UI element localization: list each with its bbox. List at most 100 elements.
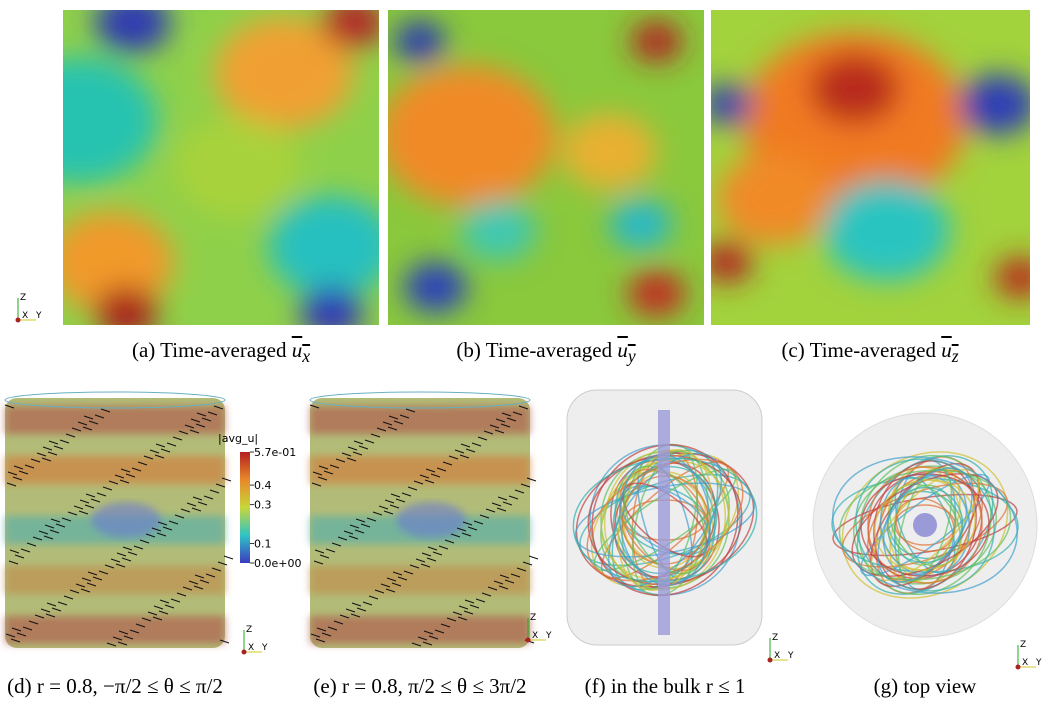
arrow — [469, 604, 480, 609]
streamline — [877, 467, 973, 583]
arrow — [360, 523, 371, 528]
blob — [994, 257, 1030, 298]
arrow — [100, 408, 111, 413]
arrow — [90, 498, 101, 503]
arrow — [44, 524, 55, 529]
arrow — [434, 629, 445, 634]
arrow — [502, 501, 513, 506]
arrow — [351, 602, 362, 607]
arrow — [432, 551, 443, 556]
arrow — [403, 570, 414, 575]
streamline — [586, 458, 744, 582]
blob — [268, 195, 379, 297]
arrow — [79, 499, 90, 504]
band — [5, 616, 225, 644]
arrow — [82, 426, 93, 431]
arrow — [156, 532, 167, 537]
arrow — [376, 427, 387, 432]
streamline — [867, 466, 983, 584]
arrow — [460, 443, 471, 448]
arrow — [61, 517, 72, 522]
arrow — [325, 548, 336, 553]
colorbar-tick-label: 5.7e-01 — [254, 446, 296, 459]
arrow — [190, 418, 201, 423]
caption-part: y — [627, 346, 636, 367]
arrow — [110, 558, 121, 563]
heatmap — [388, 10, 704, 325]
arrow — [75, 583, 86, 588]
arrow — [50, 518, 61, 523]
arrow — [372, 511, 383, 516]
arrow — [157, 521, 168, 526]
arrow — [98, 570, 109, 575]
vortex — [91, 502, 161, 538]
arrow — [333, 620, 344, 625]
streamline — [832, 456, 1018, 594]
arrow — [417, 636, 428, 641]
arrow — [36, 452, 47, 457]
arrow — [317, 476, 328, 481]
arrow — [77, 421, 88, 426]
band — [5, 456, 225, 484]
band — [310, 406, 530, 434]
arrow — [481, 592, 492, 597]
arrow — [170, 598, 181, 603]
arrow — [479, 514, 490, 519]
arrow — [419, 474, 430, 479]
arrow — [55, 523, 66, 528]
axis-label: X — [248, 643, 254, 653]
arrow — [465, 448, 476, 453]
arrow — [401, 492, 412, 497]
arrow — [178, 430, 189, 435]
arrow — [129, 629, 140, 634]
streamline — [895, 497, 955, 553]
arrow — [131, 467, 142, 472]
streamlines — [566, 389, 1038, 646]
arrow — [59, 439, 70, 444]
arrow — [456, 527, 467, 532]
arrow — [331, 542, 342, 547]
arrow — [383, 510, 394, 515]
arrow — [114, 474, 125, 479]
arrow — [176, 592, 187, 597]
arrow — [512, 411, 523, 416]
arrow — [57, 601, 68, 606]
arrow — [102, 486, 113, 491]
arrow — [213, 405, 224, 410]
arrow — [141, 617, 152, 622]
arrow — [386, 577, 397, 582]
arrow — [518, 405, 529, 410]
arrow — [160, 448, 171, 453]
arrow — [120, 468, 131, 473]
arrow — [341, 452, 352, 457]
blob — [959, 74, 1030, 135]
caption-part: (f) — [584, 674, 606, 698]
axis-label: X — [774, 651, 780, 661]
arrow — [501, 412, 512, 417]
arrow — [462, 521, 473, 526]
streamline — [572, 457, 758, 583]
arrow — [374, 589, 385, 594]
streamline — [838, 469, 1012, 581]
caption-part: in the bulk r ≤ 1 — [610, 674, 746, 698]
arrow — [86, 582, 97, 587]
arrow — [209, 489, 220, 494]
arrow — [118, 630, 129, 635]
arrow — [135, 623, 146, 628]
arrow — [464, 599, 475, 604]
arrow — [217, 561, 228, 566]
caption: (f) in the bulk r ≤ 1 — [515, 674, 815, 699]
arrow — [347, 446, 358, 451]
axis-label: Z — [530, 613, 536, 623]
caption-part: z — [951, 346, 959, 367]
arrow — [485, 508, 496, 513]
arrow — [48, 440, 59, 445]
caption-part: x — [302, 346, 311, 367]
axis-x — [525, 637, 531, 643]
arrow — [388, 415, 399, 420]
shaft — [658, 410, 670, 635]
band — [310, 456, 530, 484]
arrow — [411, 642, 422, 647]
arrow — [461, 532, 472, 537]
arrow — [119, 479, 130, 484]
